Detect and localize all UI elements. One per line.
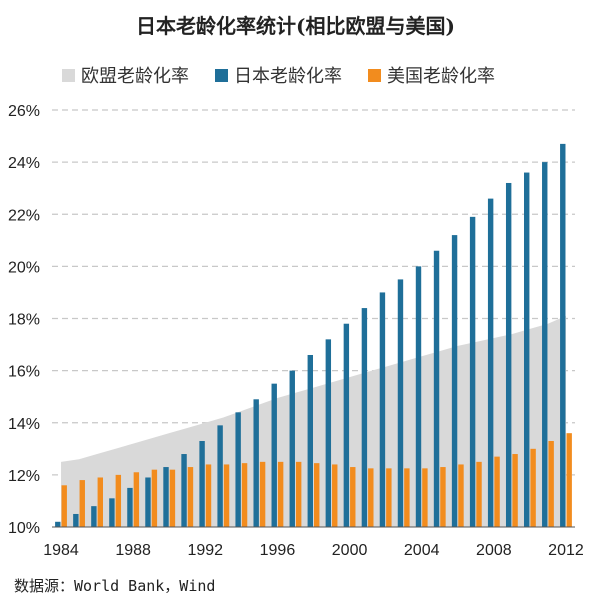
legend-item-eu: 欧盟老龄化率 bbox=[62, 62, 189, 88]
source-note: 数据源：World Bank，Wind bbox=[14, 577, 216, 595]
y-tick-label: 18% bbox=[8, 312, 40, 329]
bar-japan bbox=[145, 477, 151, 527]
bar-japan bbox=[91, 506, 97, 527]
bar-us bbox=[386, 468, 392, 527]
bar-us bbox=[440, 467, 446, 527]
bar-japan bbox=[469, 216, 476, 527]
bar-us bbox=[205, 464, 212, 527]
x-tick-label: 1988 bbox=[115, 542, 151, 559]
bar-japan bbox=[560, 143, 566, 527]
bar-us bbox=[422, 468, 428, 527]
bar-us bbox=[566, 433, 572, 527]
y-tick-label: 12% bbox=[8, 468, 40, 485]
bar-us bbox=[277, 461, 284, 527]
bar-us bbox=[350, 467, 356, 527]
bar-japan bbox=[343, 323, 350, 527]
bar-us bbox=[332, 464, 338, 527]
x-tick-label: 2008 bbox=[476, 542, 512, 559]
bar-japan bbox=[127, 487, 133, 527]
bar-us bbox=[115, 474, 122, 527]
y-tick-label: 16% bbox=[8, 364, 40, 381]
series-area-eu bbox=[61, 315, 566, 527]
legend-label-japan: 日本老龄化率 bbox=[234, 66, 342, 87]
x-tick-label: 1996 bbox=[260, 542, 296, 559]
bar-us bbox=[169, 469, 176, 527]
bar-us bbox=[223, 464, 230, 527]
legend-label-us: 美国老龄化率 bbox=[387, 66, 495, 87]
bar-us bbox=[512, 454, 518, 527]
bar-us bbox=[259, 461, 266, 527]
bar-japan bbox=[379, 292, 386, 527]
y-tick-label: 10% bbox=[8, 520, 40, 537]
legend-swatch-japan bbox=[215, 68, 228, 82]
y-tick-label: 22% bbox=[8, 207, 40, 224]
bar-us bbox=[295, 461, 302, 527]
bar-japan bbox=[199, 440, 205, 527]
bar-us bbox=[133, 472, 140, 527]
bar-us bbox=[151, 469, 158, 527]
bar-japan bbox=[253, 399, 259, 527]
legend-item-japan: 日本老龄化率 bbox=[215, 62, 342, 88]
bar-us bbox=[476, 461, 482, 527]
legend: 欧盟老龄化率 日本老龄化率 美国老龄化率 bbox=[62, 62, 521, 88]
y-tick-label: 26% bbox=[8, 103, 40, 120]
x-tick-label: 2004 bbox=[404, 542, 440, 559]
y-tick-label: 20% bbox=[8, 259, 40, 276]
bar-us bbox=[404, 468, 410, 527]
x-tick-label: 2000 bbox=[332, 542, 368, 559]
bar-us bbox=[241, 463, 248, 527]
bar-japan bbox=[163, 467, 169, 527]
bar-japan bbox=[361, 308, 368, 527]
x-tick-label: 2012 bbox=[548, 542, 584, 559]
bar-us bbox=[61, 485, 67, 527]
bar-japan bbox=[415, 266, 422, 527]
x-tick-label: 1992 bbox=[187, 542, 223, 559]
bar-japan bbox=[397, 279, 404, 527]
bar-us bbox=[187, 467, 194, 527]
bar-japan bbox=[271, 383, 277, 527]
bar-us bbox=[494, 456, 500, 527]
chart-title: 日本老龄化率统计(相比欧盟与美国) bbox=[136, 14, 455, 38]
bar-japan bbox=[217, 425, 223, 527]
bar-japan bbox=[109, 498, 115, 527]
bar-japan bbox=[505, 182, 512, 527]
legend-swatch-eu bbox=[62, 68, 75, 82]
legend-swatch-us bbox=[368, 68, 381, 82]
x-tick-label: 1984 bbox=[43, 542, 79, 559]
bar-japan bbox=[73, 513, 79, 527]
y-tick-label: 24% bbox=[8, 155, 40, 172]
bar-us bbox=[530, 448, 536, 527]
bar-us bbox=[368, 468, 374, 527]
bar-japan bbox=[433, 250, 440, 528]
bar-us bbox=[458, 464, 464, 527]
bar-japan bbox=[524, 172, 530, 528]
y-tick-label: 14% bbox=[8, 416, 40, 433]
legend-label-eu: 欧盟老龄化率 bbox=[81, 66, 189, 87]
bar-japan bbox=[181, 454, 187, 527]
bar-us bbox=[548, 440, 554, 527]
bar-us bbox=[314, 463, 320, 527]
bar-japan bbox=[487, 198, 494, 528]
bar-japan bbox=[235, 412, 241, 527]
bar-japan bbox=[542, 162, 548, 527]
bar-us bbox=[79, 480, 85, 527]
bar-japan bbox=[289, 370, 295, 527]
bar-japan bbox=[55, 521, 61, 527]
legend-item-us: 美国老龄化率 bbox=[368, 62, 495, 88]
bar-japan bbox=[307, 354, 313, 527]
bar-us bbox=[97, 477, 103, 527]
bar-japan bbox=[451, 235, 458, 527]
bar-japan bbox=[325, 339, 332, 527]
